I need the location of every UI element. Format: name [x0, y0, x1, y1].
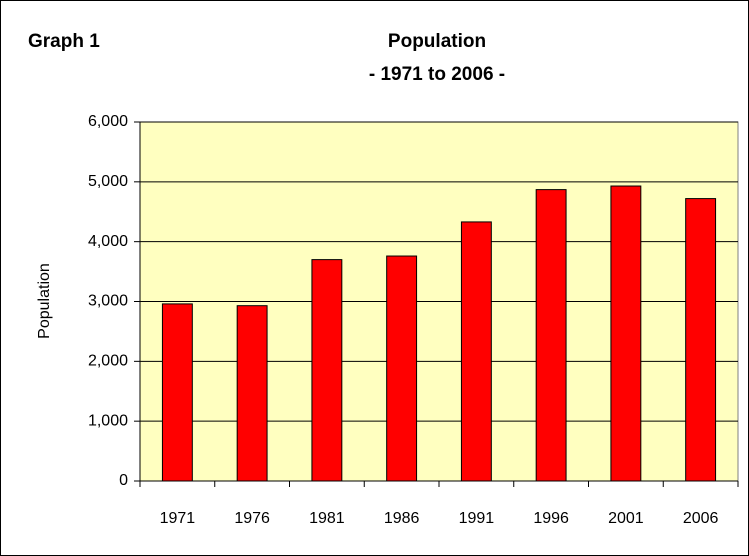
bar [236, 305, 268, 482]
bar [161, 303, 193, 482]
x-tick-label: 1981 [309, 510, 345, 527]
y-tick-label: 2,000 [88, 353, 128, 370]
bar [460, 221, 492, 482]
bar [535, 189, 567, 482]
y-tick-label: 4,000 [88, 233, 128, 250]
x-tick-label: 1971 [160, 510, 196, 527]
x-tick-label: 2001 [608, 510, 644, 527]
x-tick-label: 2006 [683, 510, 719, 527]
x-tick-label: 1976 [234, 510, 270, 527]
graph-label: Graph 1 [28, 31, 100, 52]
y-tick-label: 6,000 [88, 113, 128, 130]
bar [610, 185, 642, 482]
y-tick-label: 5,000 [88, 173, 128, 190]
x-tick-label: 1986 [384, 510, 420, 527]
chart-title: Population [388, 31, 486, 52]
y-axis-label: Population [36, 263, 53, 339]
y-tick-label: 1,000 [88, 412, 128, 429]
x-tick-label: 1991 [459, 510, 495, 527]
chart-subtitle: - 1971 to 2006 - [369, 64, 505, 85]
bar [311, 259, 343, 482]
bar [685, 198, 717, 482]
bar [386, 255, 418, 482]
y-tick-label: 3,000 [88, 293, 128, 310]
y-tick-label: 0 [119, 472, 128, 489]
x-tick-label: 1996 [533, 510, 569, 527]
